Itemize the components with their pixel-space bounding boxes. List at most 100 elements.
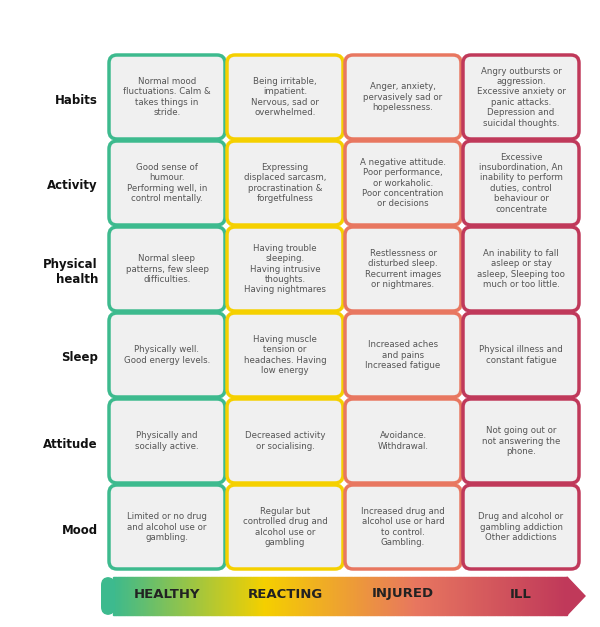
- Polygon shape: [251, 577, 253, 615]
- Polygon shape: [202, 577, 203, 615]
- Polygon shape: [199, 577, 200, 615]
- Polygon shape: [412, 577, 413, 615]
- Polygon shape: [170, 577, 171, 615]
- Polygon shape: [114, 577, 115, 615]
- Polygon shape: [461, 577, 463, 615]
- Text: A negative attitude.
Poor performance,
or workaholic.
Poor concentration
or deci: A negative attitude. Poor performance, o…: [360, 158, 446, 208]
- Polygon shape: [494, 577, 496, 615]
- Polygon shape: [392, 577, 394, 615]
- Polygon shape: [536, 577, 538, 615]
- Polygon shape: [145, 577, 146, 615]
- Polygon shape: [551, 577, 552, 615]
- Polygon shape: [376, 577, 377, 615]
- Polygon shape: [239, 577, 240, 615]
- FancyBboxPatch shape: [109, 141, 225, 225]
- Text: Avoidance.
Withdrawal.: Avoidance. Withdrawal.: [377, 431, 428, 451]
- Polygon shape: [337, 577, 338, 615]
- Polygon shape: [415, 577, 416, 615]
- Polygon shape: [428, 577, 430, 615]
- Polygon shape: [541, 577, 542, 615]
- Polygon shape: [506, 577, 507, 615]
- Polygon shape: [246, 577, 247, 615]
- Polygon shape: [229, 577, 230, 615]
- Polygon shape: [343, 577, 344, 615]
- Polygon shape: [488, 577, 490, 615]
- Polygon shape: [214, 577, 215, 615]
- Polygon shape: [165, 577, 166, 615]
- Polygon shape: [409, 577, 410, 615]
- Polygon shape: [302, 577, 304, 615]
- Polygon shape: [418, 577, 419, 615]
- Polygon shape: [510, 577, 511, 615]
- Polygon shape: [452, 577, 454, 615]
- Polygon shape: [473, 577, 474, 615]
- Polygon shape: [509, 577, 510, 615]
- Polygon shape: [566, 577, 567, 615]
- Polygon shape: [268, 577, 269, 615]
- Polygon shape: [173, 577, 174, 615]
- Polygon shape: [265, 577, 266, 615]
- Polygon shape: [322, 577, 323, 615]
- Polygon shape: [501, 577, 502, 615]
- Text: Increased drug and
alcohol use or hard
to control.
Gambling.: Increased drug and alcohol use or hard t…: [361, 507, 445, 547]
- Polygon shape: [558, 577, 559, 615]
- Polygon shape: [245, 577, 246, 615]
- Polygon shape: [139, 577, 140, 615]
- Polygon shape: [320, 577, 321, 615]
- Polygon shape: [311, 577, 313, 615]
- Polygon shape: [414, 577, 415, 615]
- Polygon shape: [275, 577, 277, 615]
- Polygon shape: [459, 577, 460, 615]
- Polygon shape: [271, 577, 272, 615]
- Polygon shape: [496, 577, 497, 615]
- Text: Normal mood
fluctuations. Calm &
takes things in
stride.: Normal mood fluctuations. Calm & takes t…: [123, 77, 211, 117]
- Polygon shape: [161, 577, 162, 615]
- Polygon shape: [254, 577, 255, 615]
- Polygon shape: [292, 577, 293, 615]
- FancyBboxPatch shape: [227, 399, 343, 483]
- Polygon shape: [307, 577, 308, 615]
- Polygon shape: [291, 577, 292, 615]
- Polygon shape: [465, 577, 466, 615]
- Polygon shape: [154, 577, 155, 615]
- Polygon shape: [533, 577, 534, 615]
- Polygon shape: [374, 577, 375, 615]
- Polygon shape: [512, 577, 514, 615]
- Polygon shape: [132, 577, 133, 615]
- Polygon shape: [348, 577, 349, 615]
- Polygon shape: [399, 577, 400, 615]
- Polygon shape: [143, 577, 145, 615]
- Polygon shape: [242, 577, 244, 615]
- Polygon shape: [156, 577, 157, 615]
- Polygon shape: [220, 577, 221, 615]
- Polygon shape: [507, 577, 508, 615]
- Polygon shape: [352, 577, 353, 615]
- FancyBboxPatch shape: [345, 399, 461, 483]
- Polygon shape: [328, 577, 329, 615]
- Polygon shape: [209, 577, 211, 615]
- Polygon shape: [149, 577, 151, 615]
- Polygon shape: [269, 577, 271, 615]
- Polygon shape: [357, 577, 358, 615]
- Polygon shape: [437, 577, 439, 615]
- Text: An inability to fall
asleep or stay
asleep, Sleeping too
much or too little.: An inability to fall asleep or stay asle…: [477, 249, 565, 289]
- Polygon shape: [259, 577, 260, 615]
- FancyBboxPatch shape: [227, 141, 343, 225]
- Polygon shape: [384, 577, 385, 615]
- Text: Excessive
insubordination, An
inability to perform
duties, control
behaviour or
: Excessive insubordination, An inability …: [479, 152, 563, 214]
- Polygon shape: [500, 577, 501, 615]
- Polygon shape: [353, 577, 355, 615]
- Polygon shape: [368, 577, 370, 615]
- Polygon shape: [389, 577, 390, 615]
- Polygon shape: [423, 577, 424, 615]
- Polygon shape: [262, 577, 263, 615]
- Polygon shape: [543, 577, 544, 615]
- Polygon shape: [236, 577, 237, 615]
- Polygon shape: [381, 577, 382, 615]
- Polygon shape: [227, 577, 229, 615]
- Polygon shape: [470, 577, 472, 615]
- Polygon shape: [410, 577, 412, 615]
- Polygon shape: [297, 577, 298, 615]
- Polygon shape: [468, 577, 469, 615]
- Polygon shape: [211, 577, 212, 615]
